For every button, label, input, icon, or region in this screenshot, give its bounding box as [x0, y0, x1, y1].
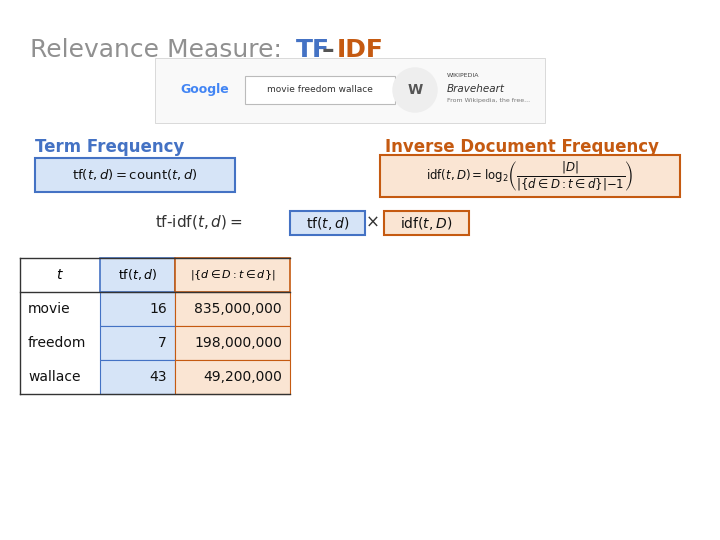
- Text: 835,000,000: 835,000,000: [194, 302, 282, 316]
- Text: Term Frequency: Term Frequency: [35, 138, 184, 156]
- Text: W: W: [408, 83, 423, 97]
- Text: From Wikipedia, the free...: From Wikipedia, the free...: [447, 98, 530, 103]
- Bar: [35, 158, 235, 192]
- Circle shape: [393, 68, 437, 112]
- Text: $\mathrm{tf}(t,d)$: $\mathrm{tf}(t,d)$: [306, 214, 349, 232]
- Text: Relevance Measure:: Relevance Measure:: [30, 38, 290, 62]
- Bar: [100, 292, 175, 326]
- Text: $\mathrm{idf}(t,D) = \log_2\!\left(\dfrac{|D|}{|\{d{\in}D:t{\in}d\}|{-}1}\right): $\mathrm{idf}(t,D) = \log_2\!\left(\dfra…: [426, 159, 634, 193]
- Text: –: –: [322, 38, 335, 62]
- Text: Inverse Document Frequency: Inverse Document Frequency: [385, 138, 659, 156]
- Text: WIKIPEDIA: WIKIPEDIA: [447, 73, 480, 78]
- Bar: [175, 292, 290, 326]
- Text: $|\{d \in D : t \in d\}|$: $|\{d \in D : t \in d\}|$: [190, 268, 275, 282]
- Text: $\mathrm{tf\text{-}idf}(t,d) = $: $\mathrm{tf\text{-}idf}(t,d) = $: [155, 213, 243, 231]
- Text: Braveheart: Braveheart: [447, 84, 505, 94]
- Bar: [100, 326, 175, 360]
- Text: TF: TF: [296, 38, 330, 62]
- Text: $\mathrm{idf}(t,D)$: $\mathrm{idf}(t,D)$: [400, 214, 453, 232]
- Text: 43: 43: [150, 370, 167, 384]
- Bar: [155, 58, 545, 123]
- Text: freedom: freedom: [28, 336, 86, 350]
- Text: movie freedom wallace: movie freedom wallace: [267, 85, 373, 94]
- Bar: [290, 211, 365, 235]
- Text: $\mathrm{tf}(t,d)$: $\mathrm{tf}(t,d)$: [118, 267, 157, 282]
- Text: $\mathrm{tf}(t,d) = \mathrm{count}(t,d)$: $\mathrm{tf}(t,d) = \mathrm{count}(t,d)$: [72, 167, 198, 183]
- Text: 49,200,000: 49,200,000: [203, 370, 282, 384]
- Bar: [175, 326, 290, 360]
- Text: 7: 7: [158, 336, 167, 350]
- Bar: [175, 360, 290, 394]
- Bar: [175, 258, 290, 292]
- Text: 16: 16: [149, 302, 167, 316]
- Bar: [100, 360, 175, 394]
- Text: $\times$: $\times$: [365, 213, 379, 231]
- Bar: [245, 76, 395, 104]
- Text: wallace: wallace: [28, 370, 81, 384]
- Bar: [384, 211, 469, 235]
- Text: $t$: $t$: [56, 268, 64, 282]
- Text: Google: Google: [181, 84, 230, 97]
- Text: 198,000,000: 198,000,000: [194, 336, 282, 350]
- Text: IDF: IDF: [337, 38, 384, 62]
- Bar: [380, 155, 680, 197]
- Bar: [100, 258, 175, 292]
- Text: movie: movie: [28, 302, 71, 316]
